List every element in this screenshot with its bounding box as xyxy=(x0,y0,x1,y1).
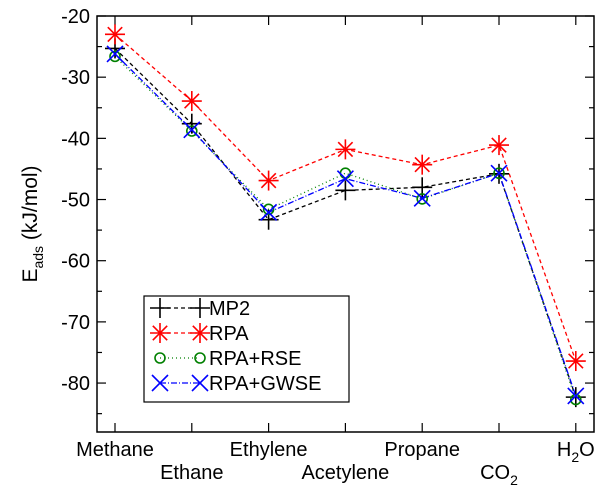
x-tick-label: Propane xyxy=(384,439,460,461)
data-point xyxy=(105,24,125,45)
circle-mark xyxy=(339,167,352,180)
data-point xyxy=(569,393,582,406)
data-point xyxy=(490,164,508,182)
star-mark-d2 xyxy=(568,353,584,369)
circle-mark xyxy=(493,167,505,180)
data-point xyxy=(258,170,279,191)
x-tick-label-main: Ethylene xyxy=(230,439,308,461)
y-tick-label: -30 xyxy=(61,67,90,89)
star-mark-d2 xyxy=(414,156,430,173)
x-tick-label: Methane xyxy=(76,439,154,461)
x-mark-d2 xyxy=(191,374,209,392)
star-mark-d2 xyxy=(337,141,354,158)
legend-box xyxy=(143,295,350,403)
circle-mark xyxy=(262,203,275,216)
star-mark-d2 xyxy=(152,325,168,341)
x-tick-label: H2O xyxy=(557,439,595,465)
x-tick-label-main: Ethane xyxy=(160,462,223,484)
data-point xyxy=(186,125,198,137)
legend: MP2 RPA RPA+RSE RPA+GWSE xyxy=(143,295,350,403)
legend-marker xyxy=(190,323,210,343)
x-tick-label-main: Acetylene xyxy=(301,462,389,484)
star-mark-d2 xyxy=(192,325,208,341)
y-tick-label: -60 xyxy=(61,251,90,273)
x-mark-d2 xyxy=(151,374,169,392)
y-tick-label: -50 xyxy=(61,190,90,212)
data-point xyxy=(339,167,352,180)
circle-mark xyxy=(569,393,582,406)
x-tick-label: Ethylene xyxy=(230,439,308,461)
data-point xyxy=(565,351,586,372)
star-mark-d2 xyxy=(491,137,507,153)
y-tick-label: -20 xyxy=(61,6,90,28)
legend-marker xyxy=(190,298,210,318)
data-point xyxy=(493,167,505,180)
legend-marker xyxy=(154,352,166,364)
x-tick-label-sub: 2 xyxy=(510,472,518,486)
circle-mark xyxy=(109,50,121,63)
star-mark-d2 xyxy=(184,93,200,109)
x-mark-d2 xyxy=(413,189,431,207)
x-tick-label: CO2 xyxy=(480,462,518,486)
star-mark-d2 xyxy=(260,172,277,189)
legend-marker xyxy=(150,323,170,343)
legend-marker xyxy=(150,298,170,318)
x-mark-d2 xyxy=(260,203,278,221)
data-point xyxy=(413,189,431,207)
data-point xyxy=(260,203,278,221)
circle-mark xyxy=(154,352,166,364)
y-axis-title-sub: ads xyxy=(30,246,46,269)
x-mark-d2 xyxy=(106,45,124,63)
x-tick-label-main: CO xyxy=(480,462,510,484)
legend-label: RPA+GWSE xyxy=(209,373,321,395)
data-point xyxy=(183,121,201,139)
x-tick-label-tail: O xyxy=(579,439,595,461)
x-tick-label: Ethane xyxy=(160,462,223,484)
x-mark-d2 xyxy=(336,170,354,188)
data-point xyxy=(416,193,429,205)
y-axis-title: Eads (kJ/mol) xyxy=(19,165,46,282)
data-point xyxy=(181,91,202,112)
legend-marker xyxy=(191,374,209,392)
axes: -20 -30 -40 -50 -60 -70 -80 Methane Ethane Ethyle… xyxy=(19,6,595,486)
data-point xyxy=(106,45,124,63)
x-mark-d2 xyxy=(567,387,585,405)
x-tick-label-sub: 2 xyxy=(571,449,579,465)
legend-label: RPA xyxy=(209,323,249,345)
x-tick-label-main: Methane xyxy=(76,439,154,461)
x-mark-d2 xyxy=(490,164,508,182)
legend-marker xyxy=(151,374,169,392)
legend-marker xyxy=(194,352,206,364)
y-axis-title-main: E xyxy=(19,269,42,283)
data-point xyxy=(567,387,585,405)
x-tick-label-main: H xyxy=(557,439,571,461)
data-point xyxy=(489,135,509,156)
data-point xyxy=(335,139,356,160)
circle-mark xyxy=(416,193,429,205)
star-mark-d2 xyxy=(107,26,123,43)
data-point xyxy=(336,170,354,188)
data-point xyxy=(412,154,433,175)
legend-label: RPA+RSE xyxy=(209,348,301,370)
data-point xyxy=(109,50,121,63)
x-tick-label-main: Propane xyxy=(384,439,460,461)
y-tick-label: -40 xyxy=(61,128,90,150)
y-axis-title-unit: (kJ/mol) xyxy=(19,165,42,246)
x-tick-label: Acetylene xyxy=(301,462,389,484)
legend-label: MP2 xyxy=(209,298,250,320)
y-tick-label: -80 xyxy=(61,373,90,395)
circle-mark xyxy=(186,125,198,137)
circle-mark xyxy=(194,352,206,364)
x-mark-d2 xyxy=(183,121,201,139)
series-markers xyxy=(105,24,586,408)
data-point xyxy=(335,180,356,201)
y-tick-label: -70 xyxy=(61,312,90,334)
data-point xyxy=(262,203,275,216)
